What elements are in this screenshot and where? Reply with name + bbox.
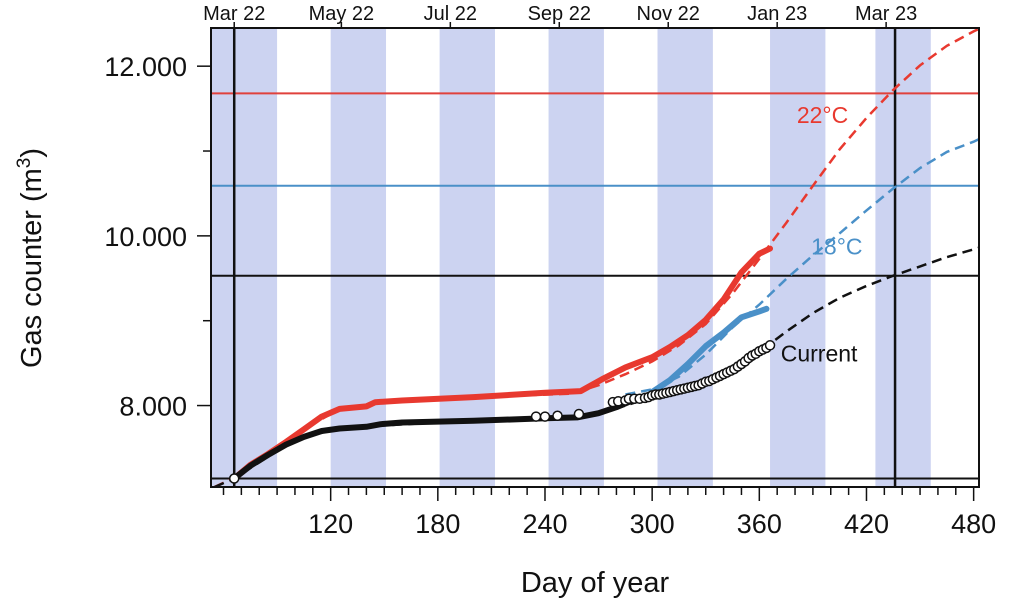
- series-model-line-18°C: [625, 137, 979, 396]
- y-axis-title-close: ): [16, 148, 48, 158]
- series-observed-line-18°C: [649, 305, 770, 395]
- month-band: [211, 28, 278, 487]
- y-axis-title-main: Gas counter (m: [16, 168, 48, 368]
- series-observed-line-22°C: [231, 245, 773, 482]
- top-month-label: Jan 23: [747, 3, 807, 25]
- series-label: 22°C: [797, 102, 848, 128]
- observation-marker: [539, 411, 551, 422]
- series-labels: 22°C 18°C Current: [781, 102, 863, 366]
- x-tick-label: 180: [415, 509, 460, 539]
- observation-markers: [228, 340, 776, 484]
- month-band: [875, 28, 931, 487]
- top-month-label: Nov 22: [637, 3, 700, 25]
- x-tick-label: 240: [522, 509, 567, 539]
- x-tick-label: 360: [737, 509, 782, 539]
- x-axis-title: Day of year: [521, 567, 670, 599]
- reference-lines: [211, 28, 979, 487]
- x-tick-label: 300: [630, 509, 675, 539]
- y-tick-label: 12.000: [104, 52, 187, 82]
- observation-marker: [573, 408, 585, 420]
- x-tick-label: 120: [308, 509, 353, 539]
- x-tick-label: 480: [951, 509, 996, 539]
- top-month-label: Mar 22: [203, 3, 265, 25]
- month-band: [330, 28, 387, 487]
- observation-marker: [764, 340, 776, 351]
- y-tick-label: 10.000: [104, 222, 187, 252]
- month-band: [439, 28, 495, 487]
- series-label: Current: [781, 340, 858, 366]
- axis-ticks: [197, 22, 975, 501]
- axis-labels: 120 180 240 300 360 420 480 8.000 10.000 12.000 Ma…: [104, 3, 996, 539]
- y-axis-title-superscript: 3: [14, 158, 35, 169]
- month-band: [657, 28, 713, 487]
- observation-marker: [228, 473, 240, 484]
- observation-marker: [530, 411, 542, 422]
- series-label: 18°C: [811, 234, 862, 260]
- month-shading: [211, 28, 931, 487]
- x-tick-label: 420: [844, 509, 889, 539]
- top-month-label: May 22: [309, 3, 375, 25]
- month-band: [770, 28, 826, 487]
- top-month-label: Sep 22: [528, 3, 591, 25]
- plot-frame: [210, 27, 980, 488]
- observation-marker: [552, 410, 563, 421]
- top-month-label: Mar 23: [855, 3, 917, 25]
- y-tick-label: 8.000: [119, 392, 187, 422]
- y-axis-title: Gas counter (m3): [14, 148, 48, 368]
- top-month-label: Jul 22: [424, 3, 477, 25]
